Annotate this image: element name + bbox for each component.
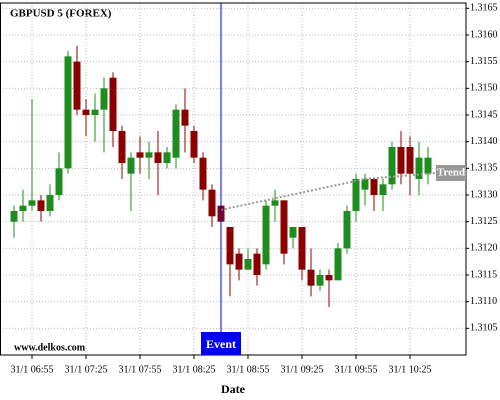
candle-body: [154, 152, 162, 163]
candle-body: [226, 227, 234, 265]
candle-body: [199, 157, 207, 190]
candle-body: [397, 147, 405, 174]
candle-body: [325, 275, 333, 281]
y-tick-label: 1.3140: [470, 136, 498, 147]
candle-body: [370, 179, 378, 195]
y-tick-label: 1.3155: [470, 56, 498, 67]
candle-body: [64, 56, 72, 169]
candle-body: [361, 179, 369, 190]
y-tick-label: 1.3145: [470, 109, 498, 120]
y-tick-label: 1.3120: [470, 243, 498, 254]
candle-body: [172, 109, 180, 158]
candle-body: [289, 227, 297, 238]
candle-body: [127, 157, 135, 174]
candle-body: [379, 184, 387, 195]
event-label-box: [201, 332, 241, 355]
candle-body: [136, 152, 144, 158]
x-tick-label: 31/1 08:55: [226, 364, 269, 375]
x-tick-label: 31/1 09:25: [280, 364, 323, 375]
candle-body: [388, 147, 396, 185]
candle-body: [100, 88, 108, 110]
candle-body: [109, 77, 117, 131]
candle-body: [406, 147, 414, 174]
y-tick-label: 1.3150: [470, 83, 498, 94]
y-tick-label: 1.3135: [470, 163, 498, 174]
y-tick-label: 1.3110: [470, 296, 497, 307]
y-tick-label: 1.3105: [470, 323, 498, 334]
candle-body: [181, 109, 189, 126]
candle-body: [244, 259, 252, 270]
candle-body: [424, 157, 432, 174]
candle-body: [253, 253, 261, 275]
candle-body: [298, 227, 306, 270]
trend-label: Trend: [437, 167, 465, 179]
event-label: Event: [206, 337, 236, 351]
candle-body: [280, 200, 288, 254]
plot-frame: [0, 2, 467, 356]
candle-body: [118, 131, 126, 163]
candle-body: [343, 211, 351, 249]
candle-body: [235, 253, 243, 270]
x-tick-label: 31/1 06:55: [10, 364, 53, 375]
candle-body: [271, 200, 279, 206]
y-tick-label: 1.3125: [470, 216, 498, 227]
x-tick-label: 31/1 07:25: [64, 364, 107, 375]
x-tick-label: 31/1 10:25: [388, 364, 431, 375]
x-axis-label: Date: [221, 382, 246, 396]
watermark: www.delkos.com: [14, 342, 86, 353]
candle-body: [190, 131, 198, 158]
candle-body: [145, 152, 153, 158]
candle-body: [73, 61, 81, 110]
y-tick-label: 1.3130: [470, 189, 498, 200]
candle-body: [307, 269, 315, 286]
y-tick-label: 1.3115: [470, 269, 497, 280]
x-tick-label: 31/1 08:25: [172, 364, 215, 375]
candle-body: [262, 205, 270, 265]
candle-body: [415, 157, 423, 179]
candle-body: [28, 200, 36, 206]
candle-body: [46, 195, 54, 211]
chart-title: GBPUSD 5 (FOREX): [10, 8, 112, 20]
x-tick-label: 31/1 09:55: [334, 364, 377, 375]
y-tick-label: 1.3165: [470, 3, 498, 14]
candle-body: [82, 109, 90, 115]
candle-body: [91, 109, 99, 115]
candle-body: [19, 205, 27, 211]
trend-label-box: [436, 165, 466, 181]
trend-line: [220, 178, 366, 211]
candle-body: [163, 152, 171, 163]
y-tick-label: 1.3160: [470, 29, 498, 40]
candle-body: [334, 248, 342, 281]
candle-body: [352, 179, 360, 211]
candle-body: [37, 200, 45, 211]
x-tick-label: 31/1 07:55: [118, 364, 161, 375]
candle-body: [208, 189, 216, 217]
candle-body: [10, 211, 18, 222]
candle-body: [55, 168, 63, 195]
candle-body: [316, 275, 324, 286]
